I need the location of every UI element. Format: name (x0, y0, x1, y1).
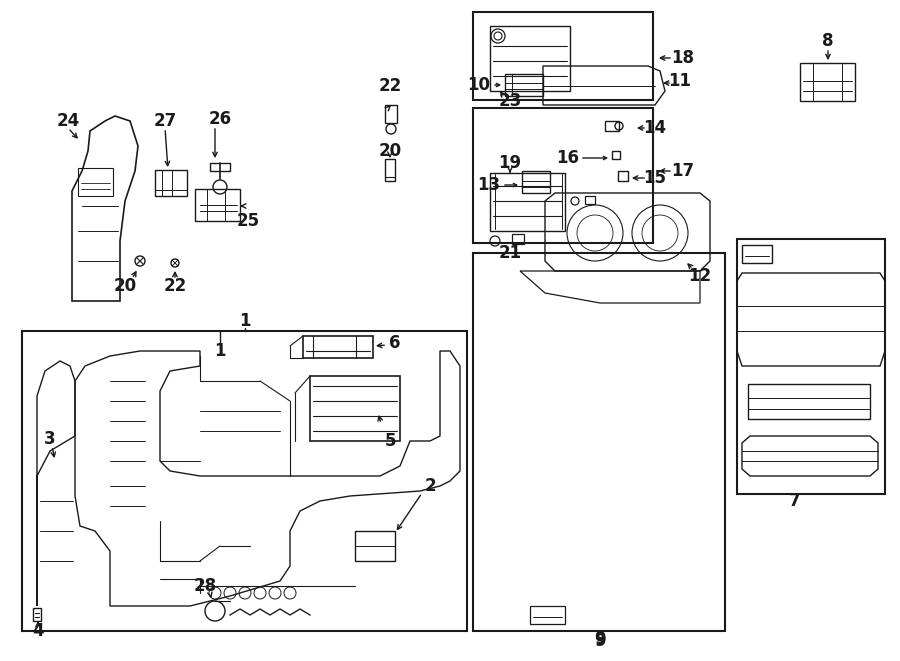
Text: 1: 1 (239, 312, 251, 330)
Bar (155, 170, 187, 196)
Bar (505, 74, 543, 96)
Bar (512, 234, 524, 244)
Text: 12: 12 (688, 267, 712, 285)
Bar (22, 331, 467, 631)
Text: 5: 5 (384, 432, 396, 450)
Text: 3: 3 (44, 430, 56, 448)
Bar (737, 239, 885, 494)
Bar (473, 108, 653, 243)
Text: 11: 11 (669, 72, 691, 90)
Bar (473, 12, 653, 100)
Text: 4: 4 (32, 622, 44, 640)
Text: 22: 22 (164, 277, 186, 295)
Text: 23: 23 (499, 92, 522, 110)
Text: 8: 8 (823, 32, 833, 50)
Bar (33, 608, 41, 621)
Text: 16: 16 (556, 149, 580, 167)
Bar (210, 163, 230, 171)
Text: 20: 20 (113, 277, 137, 295)
Text: 14: 14 (644, 119, 667, 137)
Bar (522, 171, 550, 193)
Text: 18: 18 (671, 49, 695, 67)
Bar (742, 245, 772, 263)
Text: 19: 19 (499, 154, 522, 172)
Text: 27: 27 (153, 112, 176, 130)
Text: 21: 21 (499, 244, 522, 262)
Bar (303, 336, 373, 358)
Bar (195, 189, 240, 221)
Text: 10: 10 (467, 76, 490, 94)
Text: 25: 25 (237, 212, 259, 230)
Text: 26: 26 (209, 110, 231, 128)
Text: 6: 6 (389, 334, 400, 352)
Bar (748, 384, 870, 419)
Bar (490, 173, 565, 231)
Bar (585, 196, 595, 204)
Bar (618, 171, 628, 181)
Text: 7: 7 (789, 492, 801, 510)
Text: 15: 15 (644, 169, 667, 187)
Bar (78, 168, 113, 196)
Bar (530, 606, 565, 624)
Text: 9: 9 (594, 630, 606, 648)
Text: 1: 1 (214, 342, 226, 360)
Bar (355, 531, 395, 561)
Bar (310, 376, 400, 441)
Text: 9: 9 (594, 632, 606, 650)
Bar (800, 63, 855, 101)
Text: 2: 2 (424, 477, 436, 495)
Text: 17: 17 (671, 162, 695, 180)
Bar (612, 151, 620, 159)
Text: 20: 20 (378, 142, 401, 160)
Text: 28: 28 (194, 577, 217, 595)
Text: 13: 13 (477, 176, 500, 194)
Bar (385, 105, 397, 123)
Text: 22: 22 (378, 77, 401, 95)
Bar (385, 159, 395, 181)
Bar (490, 26, 570, 91)
Bar (473, 253, 725, 631)
Text: 24: 24 (57, 112, 79, 130)
Bar (605, 121, 619, 131)
